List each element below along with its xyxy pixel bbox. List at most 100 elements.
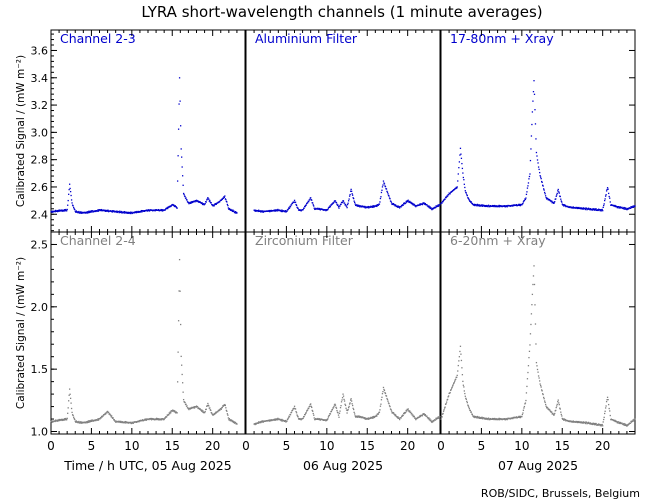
data-point: [373, 205, 375, 207]
data-point: [392, 202, 395, 205]
data-point: [477, 417, 480, 419]
data-point: [58, 419, 61, 422]
data-point: [336, 203, 338, 205]
data-point: [304, 414, 306, 416]
data-point: [418, 204, 420, 206]
data-point: [71, 414, 74, 416]
data-point: [113, 210, 115, 212]
data-point: [81, 211, 83, 214]
data-point: [457, 370, 459, 372]
data-point: [582, 207, 585, 209]
data-point: [616, 421, 618, 423]
data-point: [307, 202, 309, 204]
data-point: [190, 201, 192, 203]
data-point: [582, 421, 585, 423]
data-point: [455, 187, 457, 190]
data-point: [493, 418, 495, 421]
data-point: [467, 404, 469, 406]
data-point: [281, 210, 284, 213]
data-point: [51, 421, 53, 423]
data-point: [484, 417, 487, 419]
data-point: [486, 417, 489, 420]
data-point: [299, 418, 302, 420]
data-point: [554, 412, 556, 415]
data-point: [352, 407, 354, 410]
data-point: [563, 418, 565, 420]
data-point: [456, 376, 458, 378]
data-point: [376, 415, 378, 417]
data-point: [110, 416, 112, 418]
data-point: [519, 204, 522, 207]
data-point: [451, 190, 453, 193]
data-point: [431, 209, 433, 211]
data-point: [529, 333, 532, 335]
data-point: [69, 393, 71, 395]
data-point: [202, 203, 205, 205]
data-point: [222, 405, 224, 407]
data-point: [424, 203, 426, 206]
data-point: [398, 417, 400, 419]
data-point: [311, 199, 313, 201]
data-point: [540, 177, 542, 180]
data-point: [432, 420, 434, 423]
data-point: [426, 415, 428, 417]
data-point: [344, 404, 347, 407]
data-point: [383, 183, 386, 185]
data-point: [534, 109, 536, 111]
data-point: [442, 412, 444, 415]
data-point: [432, 208, 434, 210]
data-point: [319, 209, 321, 211]
data-point: [385, 395, 388, 397]
data-point: [395, 415, 397, 417]
data-point: [71, 411, 73, 414]
data-point: [591, 209, 594, 211]
data-point: [551, 200, 553, 202]
data-point: [70, 407, 73, 410]
data-point: [542, 184, 544, 186]
data-point: [287, 208, 289, 211]
data-point: [586, 423, 588, 425]
data-point: [129, 212, 132, 215]
data-point: [81, 422, 84, 424]
data-point: [605, 405, 607, 407]
data-point: [283, 419, 285, 422]
data-point: [186, 199, 188, 201]
data-point: [79, 421, 81, 423]
data-point: [466, 400, 468, 403]
data-point: [451, 387, 453, 389]
data-point: [128, 211, 130, 214]
data-point: [101, 416, 103, 418]
data-point: [603, 418, 605, 421]
data-point: [629, 207, 632, 209]
data-point: [188, 408, 190, 411]
y-axis-label: Calibrated Signal / (mW m⁻²): [15, 55, 27, 207]
data-point: [571, 206, 574, 208]
data-point: [176, 412, 178, 414]
data-point: [491, 204, 494, 207]
data-point: [587, 422, 589, 424]
panel-frame: [50, 231, 246, 435]
data-point: [194, 201, 196, 203]
data-point: [558, 191, 560, 193]
data-point: [270, 419, 272, 421]
data-point: [628, 423, 630, 425]
data-point: [229, 209, 232, 211]
data-point: [294, 201, 297, 203]
data-point: [443, 199, 445, 201]
data-point: [342, 200, 345, 202]
data-point: [270, 209, 272, 212]
data-point: [322, 208, 324, 211]
data-point: [541, 390, 543, 392]
data-point: [430, 419, 432, 421]
data-point: [562, 204, 564, 206]
data-point: [462, 384, 465, 386]
data-point: [76, 211, 78, 213]
data-point: [430, 420, 433, 423]
data-point: [142, 419, 145, 422]
data-point: [144, 419, 147, 421]
data-point: [599, 208, 601, 211]
data-point: [70, 199, 73, 201]
data-point: [209, 201, 211, 203]
data-point: [334, 403, 336, 405]
data-point: [518, 203, 520, 206]
